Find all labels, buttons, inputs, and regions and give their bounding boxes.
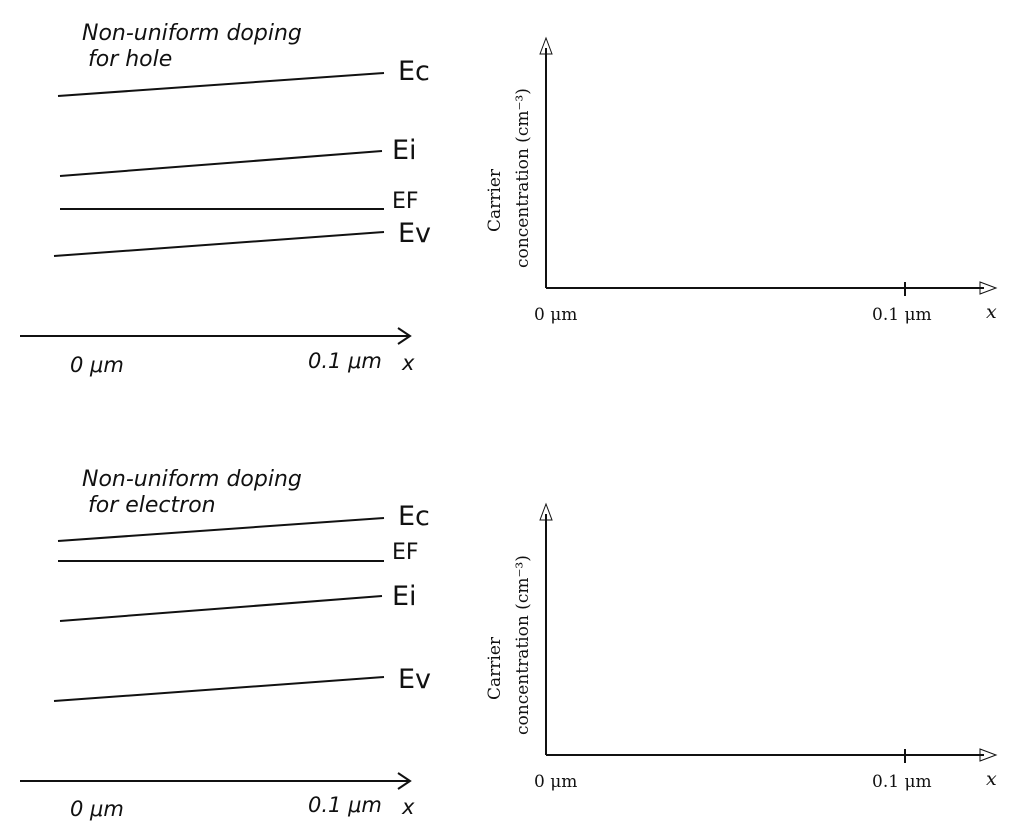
note-line1: Non-uniform doping — [82, 467, 302, 492]
x-tick-label: 0.1 μm — [872, 305, 932, 325]
y-axis-arrow-icon — [539, 502, 553, 521]
ei-label: Ei — [392, 581, 417, 612]
note-line2: for electron — [88, 493, 216, 518]
axis-end-label: 0.1 μm — [308, 793, 382, 817]
axis-end-label: 0.1 μm — [308, 349, 382, 373]
axis-var-label: x — [401, 795, 415, 819]
y-axis-title-line2: concentration (cm⁻³) — [513, 88, 533, 268]
x-axis-arrow-icon — [979, 281, 998, 295]
x-var-label: x — [986, 768, 997, 790]
y-axis-title-line2: concentration (cm⁻³) — [513, 555, 533, 735]
ec-line — [57, 517, 385, 542]
band-diagram-hole: Non-uniform doping for hole Ec Ei EF Ev … — [20, 21, 431, 377]
ev-line — [53, 676, 385, 702]
ei-line — [59, 595, 383, 622]
x-start-label: 0 μm — [534, 305, 577, 325]
ec-line — [57, 72, 385, 97]
y-axis-title-line1: Carrier — [485, 168, 505, 232]
band-diagram-electron: Non-uniform doping for electron Ec EF Ei… — [20, 467, 431, 821]
x-axis-arrow-icon — [397, 772, 412, 790]
ec-label: Ec — [398, 56, 430, 87]
x-var-label: x — [986, 301, 997, 323]
y-axis-title-line1: Carrier — [485, 636, 505, 700]
x-axis-arrow-icon — [979, 748, 998, 762]
ec-label: Ec — [398, 501, 430, 532]
ev-label: Ev — [398, 218, 431, 249]
ei-label: Ei — [392, 135, 417, 166]
axis-var-label: x — [401, 351, 415, 375]
note-line2: for hole — [88, 47, 172, 72]
axis-start-label: 0 μm — [70, 353, 124, 377]
ev-label: Ev — [398, 664, 431, 695]
ef-label: EF — [392, 189, 419, 214]
note-line1: Non-uniform doping — [82, 21, 302, 46]
x-axis-arrow-icon — [397, 327, 412, 345]
ev-line — [53, 231, 385, 257]
ef-label: EF — [392, 540, 419, 565]
ei-line — [59, 150, 383, 177]
x-tick-label: 0.1 μm — [872, 772, 932, 792]
y-axis-arrow-icon — [539, 36, 553, 55]
carrier-plot-hole: Carrier concentration (cm⁻³) 0 μm 0.1 μm… — [485, 36, 998, 325]
carrier-plot-electron: Carrier concentration (cm⁻³) 0 μm 0.1 μm… — [485, 502, 998, 792]
x-start-label: 0 μm — [534, 772, 577, 792]
axis-start-label: 0 μm — [70, 797, 124, 821]
